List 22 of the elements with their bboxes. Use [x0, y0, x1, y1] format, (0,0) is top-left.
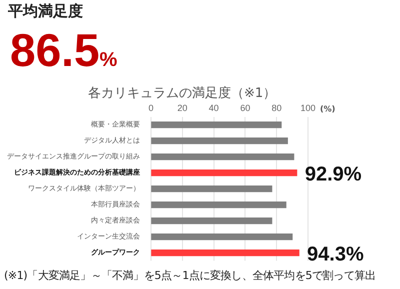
- x-axis-title: (%): [320, 104, 336, 114]
- x-tick-label: 40: [208, 102, 219, 113]
- bar: [151, 249, 300, 256]
- bar: [151, 153, 294, 160]
- x-tick-label: 100: [300, 102, 316, 113]
- chart-subtitle: 86.5%: [10, 24, 118, 76]
- bar: [151, 201, 286, 208]
- bar: [151, 217, 272, 224]
- x-tick-label: 60: [240, 102, 250, 113]
- chart-title: 平均満足度: [8, 2, 83, 21]
- data-label: 92.9%: [304, 163, 362, 186]
- x-tick-label: 80: [272, 102, 282, 113]
- bar: [151, 121, 282, 128]
- bar: [151, 185, 272, 192]
- bar: [151, 169, 298, 176]
- bar: [151, 233, 293, 240]
- x-tick-label: 20: [177, 102, 188, 113]
- data-label: 94.3%: [307, 243, 364, 266]
- text: (※1)「大変満足」～「不満」を5点～1点に変換し、全体平均を5で割って算出: [4, 268, 376, 283]
- bar: [151, 137, 288, 144]
- text: 各カリキュラムの満足度（※1）: [88, 85, 276, 102]
- x-tick-label: 0: [148, 102, 154, 113]
